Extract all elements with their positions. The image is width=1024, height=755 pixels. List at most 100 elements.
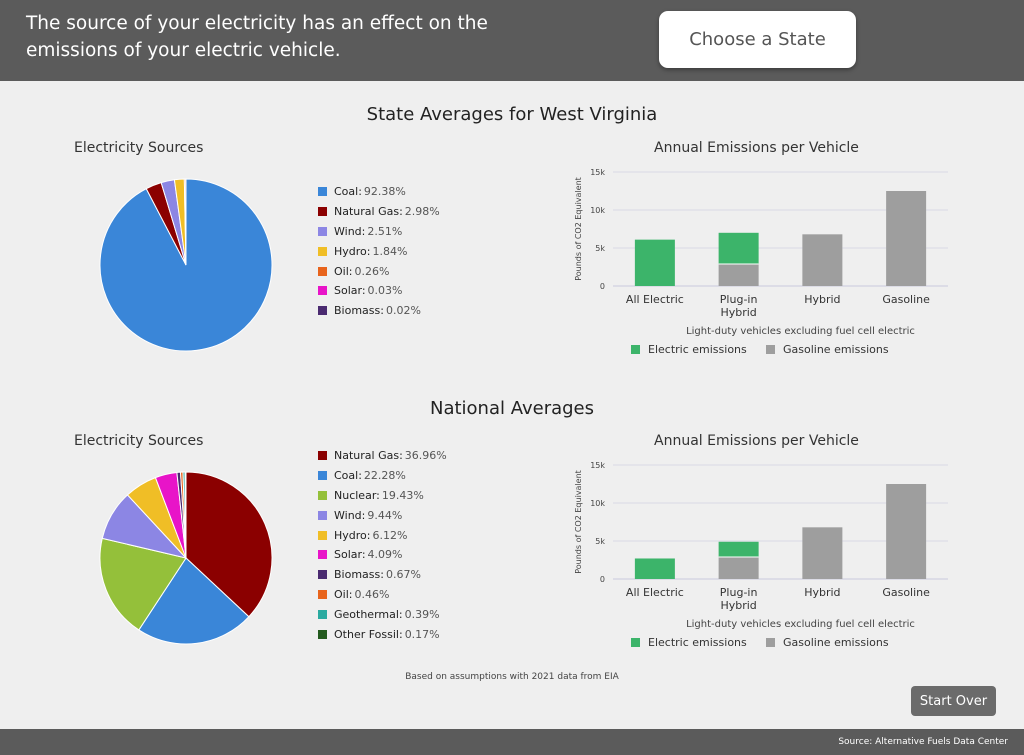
legend-swatch xyxy=(318,226,327,236)
legend-swatch xyxy=(318,451,327,461)
legend-value: 0.39% xyxy=(404,607,440,621)
legend-value: 9.44% xyxy=(367,508,403,522)
header-bar: The source of your electricity has an ef… xyxy=(0,0,1024,81)
legend-item-coal: Coal: 92.38% xyxy=(318,182,440,202)
y-tick-label: 15k xyxy=(590,461,605,470)
legend-label-gasoline-emissions: Gasoline emissions xyxy=(783,636,889,649)
state-emissions-chart: 0 5k 10k 15k Pounds of CO2 Equivalent All Ele… xyxy=(574,168,948,356)
legend-value: 6.12% xyxy=(372,528,408,542)
pie-slice-coal xyxy=(138,557,250,645)
legend-label-electric-emissions: Electric emissions xyxy=(648,636,747,649)
footer-bar: Source: Alternative Fuels Data Center xyxy=(0,729,1024,755)
y-axis-label: Pounds of CO2 Equivalent xyxy=(574,470,583,574)
bar-electric-emissions-plug-in-hybrid xyxy=(718,232,759,264)
y-tick-label: 5k xyxy=(595,537,605,546)
x-tick-label: Hybrid xyxy=(804,293,840,306)
legend-value: 0.02% xyxy=(385,304,421,318)
legend-label-gasoline-emissions: Gasoline emissions xyxy=(783,343,889,356)
y-tick-label: 15k xyxy=(590,168,605,177)
legend-item-geothermal: Geothermal: 0.39% xyxy=(318,604,447,624)
legend-swatch xyxy=(318,629,327,639)
x-tick-label: Gasoline xyxy=(882,586,930,599)
bar-electric-emissions-all-electric xyxy=(634,558,675,579)
y-tick-label: 10k xyxy=(590,499,605,508)
legend-value: 0.17% xyxy=(404,627,440,641)
bar-electric-emissions-plug-in-hybrid xyxy=(718,541,759,557)
legend-item-solar: Solar: 4.09% xyxy=(318,545,447,565)
legend-item-oil: Oil: 0.26% xyxy=(318,261,440,281)
legend-swatch xyxy=(318,471,327,481)
legend-swatch xyxy=(318,530,327,540)
legend-swatch xyxy=(318,207,327,217)
choose-state-button[interactable]: Choose a State xyxy=(659,11,856,68)
national-pie-chart xyxy=(99,471,273,645)
y-axis-label: Pounds of CO2 Equivalent xyxy=(574,177,583,281)
legend-swatch xyxy=(318,246,327,256)
legend-swatch-electric-emissions xyxy=(631,638,640,647)
legend-swatch xyxy=(318,286,327,296)
legend-value: 19.43% xyxy=(381,488,424,502)
legend-label: Nuclear: xyxy=(334,488,380,502)
pie-slice-natural-gas xyxy=(185,471,273,618)
legend-swatch xyxy=(318,609,327,619)
header-text: The source of your electricity has an ef… xyxy=(26,13,488,61)
legend-swatch-gasoline-emissions xyxy=(766,345,775,354)
x-tick-label: All Electric xyxy=(626,586,684,599)
legend-value: 0.26% xyxy=(354,264,390,278)
legend-swatch xyxy=(318,550,327,560)
legend-value: 36.96% xyxy=(404,449,447,463)
legend-item-natural-gas: Natural Gas: 2.98% xyxy=(318,202,440,222)
legend-item-hydro: Hydro: 1.84% xyxy=(318,241,440,261)
national-section-title: National Averages xyxy=(429,398,595,419)
bar-gasoline-emissions-hybrid xyxy=(802,234,843,286)
legend-label: Oil: xyxy=(334,264,353,278)
legend-label: Solar: xyxy=(334,548,366,562)
x-tick-label: All Electric xyxy=(626,293,684,306)
legend-swatch xyxy=(318,510,327,520)
legend-item-hydro: Hydro: 6.12% xyxy=(318,525,447,545)
legend-item-natural-gas: Natural Gas: 36.96% xyxy=(318,446,447,466)
legend-label: Wind: xyxy=(334,224,366,238)
y-tick-label: 0 xyxy=(600,575,605,584)
legend-item-solar: Solar: 0.03% xyxy=(318,281,440,301)
x-tick-label: Hybrid xyxy=(804,586,840,599)
bar-gasoline-emissions-gasoline xyxy=(886,191,927,286)
national-pie-title: Electricity Sources xyxy=(74,433,204,449)
x-axis-label: Light-duty vehicles excluding fuel cell … xyxy=(686,326,915,337)
x-tick-label: Gasoline xyxy=(882,293,930,306)
legend-swatch xyxy=(318,570,327,580)
legend-label: Oil: xyxy=(334,587,353,601)
legend-label: Biomass: xyxy=(334,304,384,318)
legend-swatch xyxy=(318,187,327,197)
y-tick-label: 0 xyxy=(600,282,605,291)
legend-item-biomass: Biomass: 0.67% xyxy=(318,565,447,585)
legend-label: Biomass: xyxy=(334,568,384,582)
state-section-title: State Averages for West Virginia xyxy=(366,104,658,125)
pie-slice-other-fossil xyxy=(184,471,187,559)
state-pie-legend: Coal: 92.38% Natural Gas: 2.98% Wind: 2.51… xyxy=(318,182,440,321)
legend-label-electric-emissions: Electric emissions xyxy=(648,343,747,356)
legend-value: 22.28% xyxy=(363,469,406,483)
legend-swatch xyxy=(318,490,327,500)
bar-gasoline-emissions-plug-in-hybrid xyxy=(718,263,759,286)
legend-value: 1.84% xyxy=(372,244,408,258)
legend-item-biomass: Biomass: 0.02% xyxy=(318,301,440,321)
bar-gasoline-emissions-plug-in-hybrid xyxy=(718,556,759,579)
y-tick-label: 5k xyxy=(595,244,605,253)
legend-value: 0.67% xyxy=(385,568,421,582)
national-emissions-chart: 0 5k 10k 15k Pounds of CO2 Equivalent All Ele… xyxy=(574,461,948,649)
legend-value: 4.09% xyxy=(367,548,403,562)
legend-value: 2.51% xyxy=(367,224,403,238)
x-tick-label: Plug-in Hybrid xyxy=(720,586,758,612)
footer-source: Source: Alternative Fuels Data Center xyxy=(838,737,1008,747)
y-tick-label: 10k xyxy=(590,206,605,215)
legend-label: Other Fossil: xyxy=(334,627,403,641)
legend-label: Natural Gas: xyxy=(334,205,403,219)
legend-item-wind: Wind: 9.44% xyxy=(318,505,447,525)
data-note: Based on assumptions with 2021 data from… xyxy=(405,672,619,682)
bar-gasoline-emissions-hybrid xyxy=(802,527,843,579)
legend-label: Solar: xyxy=(334,284,366,298)
bar-gasoline-emissions-gasoline xyxy=(886,484,927,579)
start-over-button[interactable]: Start Over xyxy=(911,686,996,716)
x-axis-label: Light-duty vehicles excluding fuel cell … xyxy=(686,619,915,630)
